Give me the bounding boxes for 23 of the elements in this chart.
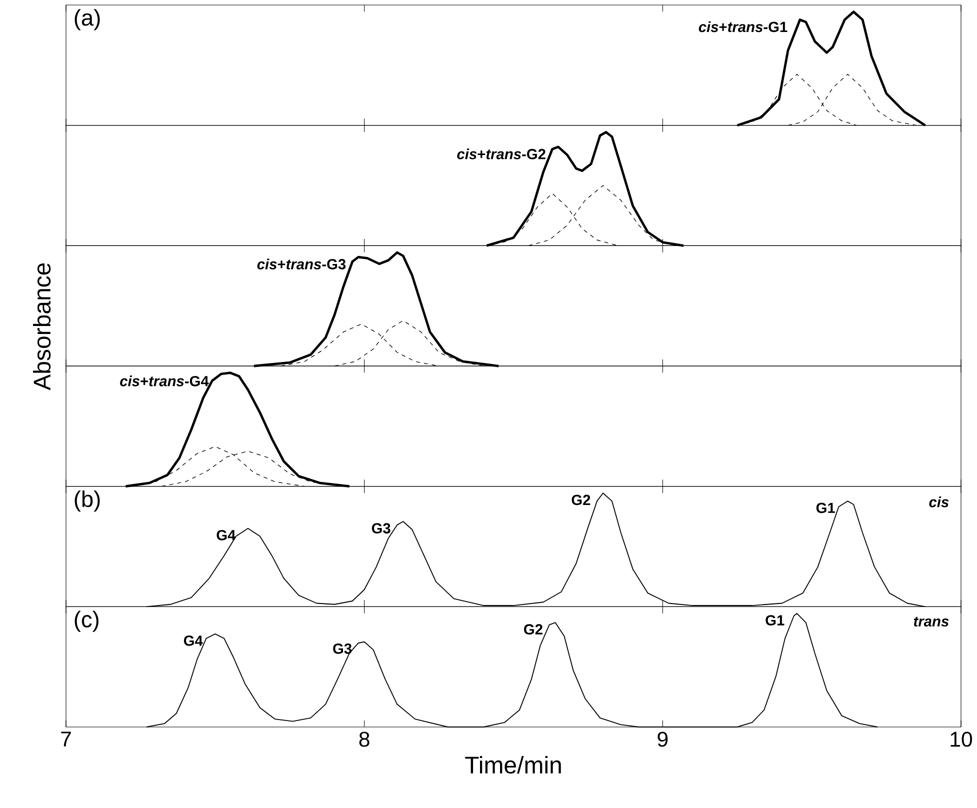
x-tick-label: 7 — [61, 732, 71, 746]
annotation: cis+trans-G4 — [120, 376, 209, 386]
annotation: G1 — [766, 615, 784, 626]
annotation: G4 — [216, 530, 236, 540]
annotation: G3 — [372, 523, 390, 534]
annotation: G1 — [816, 502, 835, 514]
x-tick-label: 10 — [950, 732, 972, 747]
annotation: (b) — [74, 490, 100, 512]
annotation: (a) — [74, 9, 100, 30]
x-tick-label: 9 — [658, 732, 668, 747]
annotation: trans — [914, 616, 949, 627]
annotation: G2 — [524, 624, 542, 635]
annotation: (c) — [74, 610, 98, 632]
annotation: cis+trans-G2 — [457, 148, 546, 160]
x-axis-title: Time/min — [465, 756, 561, 774]
annotation: G3 — [333, 643, 352, 654]
x-tick-label: 8 — [359, 732, 370, 747]
annotation: cis — [929, 496, 949, 508]
y-axis-title: Absorbance — [32, 263, 51, 390]
annotation: cis+trans-G1 — [698, 21, 788, 32]
annotation: cis+trans-G3 — [257, 258, 346, 270]
annotation: G2 — [572, 494, 590, 506]
annotation: G4 — [184, 636, 203, 646]
